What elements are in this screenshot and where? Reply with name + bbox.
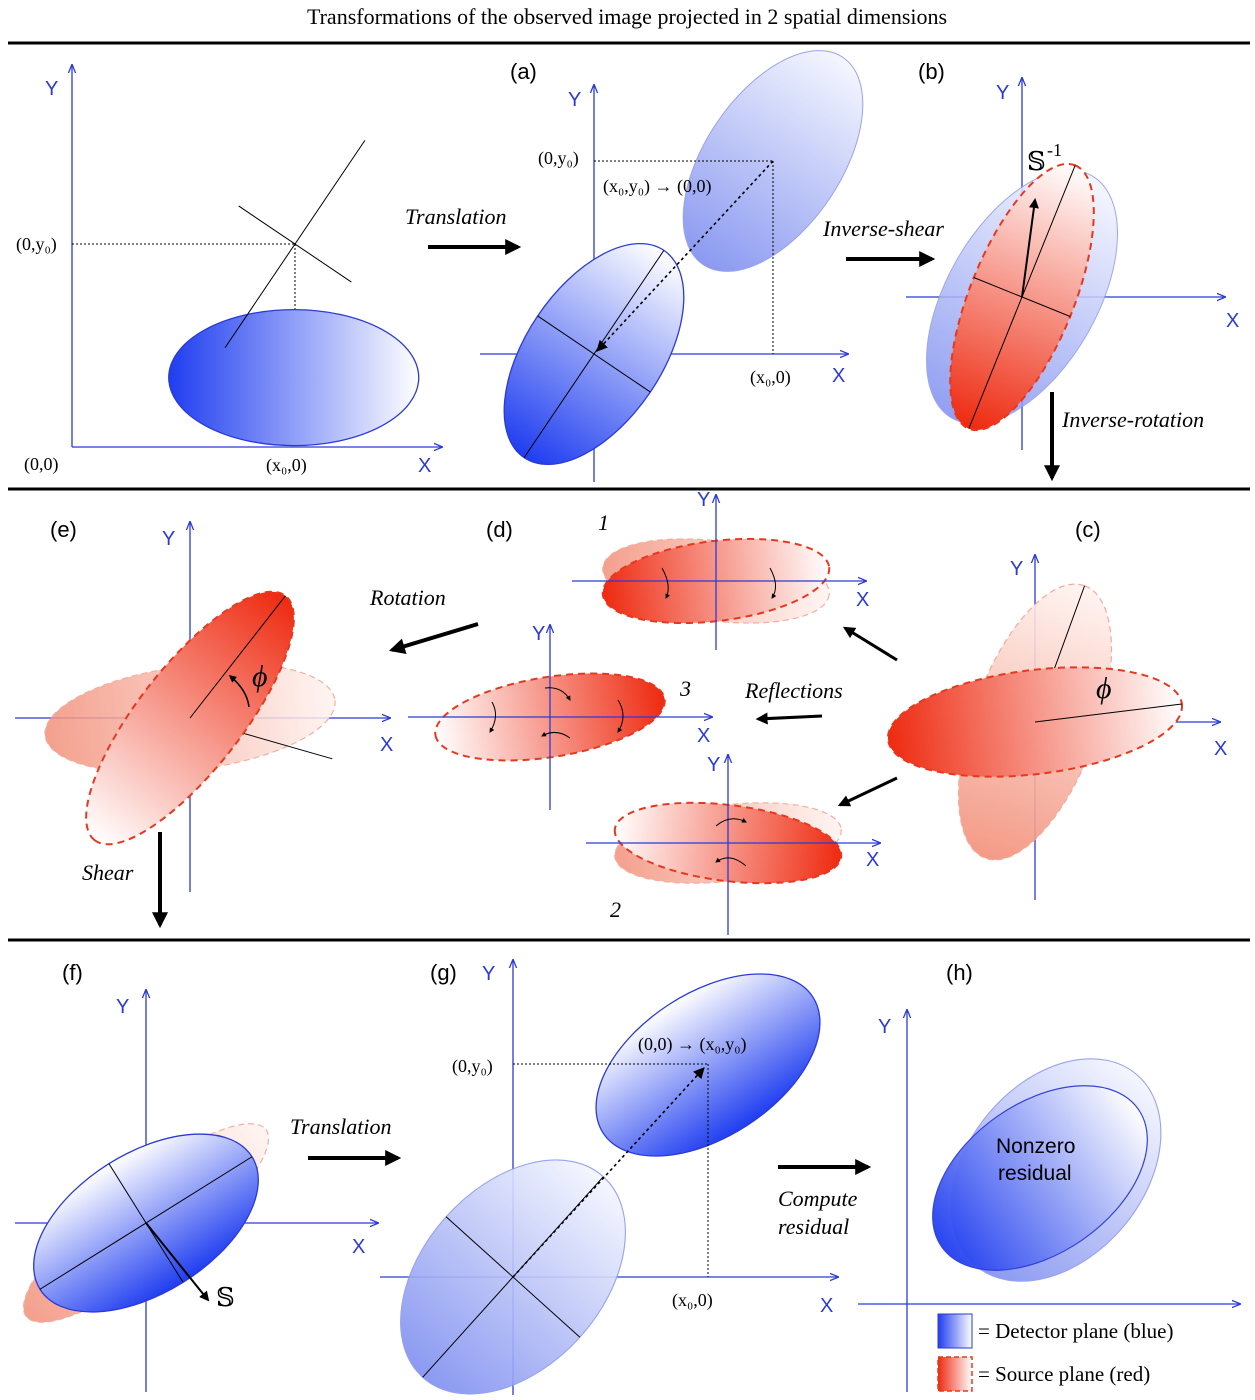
coord-origin: (0,0) <box>24 454 59 475</box>
axis-label-x: X <box>418 455 431 477</box>
arrow-reflection-2 <box>837 776 898 807</box>
panel-b: (b) Y X 𝕊 -1 <box>906 59 1239 450</box>
axis-label-y: Y <box>1010 558 1023 580</box>
legend-source-label: = Source plane (red) <box>978 1362 1150 1386</box>
legend-detector-label: = Detector plane (blue) <box>978 1319 1174 1343</box>
panel-original: Y X (0,0) (x₀,0) (0,y₀) <box>16 65 482 477</box>
detector-ellipse <box>168 308 420 447</box>
axis-label-x: X <box>1214 738 1227 760</box>
panel-f: (f) Y X 𝕊 <box>15 960 378 1392</box>
legend-swatch-source <box>937 1356 973 1392</box>
axis-label-y: Y <box>697 489 710 511</box>
reflection-label-2: 2 <box>610 897 621 922</box>
op-residual: residual <box>778 1214 849 1239</box>
axis-label-y: Y <box>162 528 175 550</box>
axis-label-x: X <box>1226 310 1239 332</box>
coord-mapping: (x₀,y₀) → (0,0) <box>603 176 712 197</box>
reflection-label-3: 3 <box>679 676 691 701</box>
panel-h: (h) Y Nonzero residual <box>858 960 1240 1392</box>
reflection-3: 3 Y X <box>408 623 712 810</box>
residual-label-line2: residual <box>998 1162 1072 1185</box>
residual-label-line1: Nonzero <box>996 1135 1075 1158</box>
axis-label-x: X <box>832 365 845 387</box>
op-inverse-shear: Inverse-shear <box>822 216 944 241</box>
axis-label-y: Y <box>996 82 1009 104</box>
op-reflections: Reflections <box>744 678 843 703</box>
axis-label-y: Y <box>532 623 545 645</box>
panel-label-e: (e) <box>50 517 77 542</box>
axis-label-y: Y <box>482 963 495 985</box>
op-translation: Translation <box>405 204 506 229</box>
shear-vector <box>145 1222 210 1302</box>
axis-label-x: X <box>866 849 879 871</box>
coord-mapping: (0,0) → (x₀,y₀) <box>638 1034 747 1055</box>
axis-label-y: Y <box>707 754 720 776</box>
axis-label-y: Y <box>878 1016 891 1038</box>
axis-label-y: Y <box>45 78 58 100</box>
axis-label-x: X <box>352 1236 365 1258</box>
reflection-2: 2 Y X <box>586 754 880 935</box>
panel-label-f: (f) <box>62 960 83 985</box>
legend-swatch-detector <box>937 1313 973 1349</box>
residual-ellipse-front <box>932 1085 1148 1271</box>
translation-vector <box>596 160 774 352</box>
axis-label-x: X <box>820 1295 833 1317</box>
panel-e: (e) Y X ϕ <box>15 517 393 892</box>
phi-symbol: ϕ <box>1096 672 1112 705</box>
coord-y0: (0,y₀) <box>452 1056 493 1077</box>
arrow-reflection-1 <box>842 626 898 662</box>
panel-c: (c) Y X ϕ <box>886 517 1227 900</box>
reflection-1: 1 Y X <box>572 489 869 650</box>
panel-label-c: (c) <box>1075 517 1101 542</box>
panel-label-a: (a) <box>510 59 537 84</box>
panel-label-d: (d) <box>486 517 513 542</box>
translation-vector-2 <box>512 1067 705 1278</box>
panel-g: (g) Y X (0,y₀) (0,0) → (x₀,y₀) (x₀,0) <box>380 937 852 1395</box>
panel-label-b: (b) <box>918 59 945 84</box>
panel-label-g: (g) <box>430 960 457 985</box>
axis-label-x: X <box>380 734 393 756</box>
inverse-shear-superscript: -1 <box>1047 140 1062 160</box>
arrow-reflection-3 <box>755 712 823 725</box>
arrow-rotation <box>388 622 479 654</box>
reflection-label-1: 1 <box>598 510 609 535</box>
op-compute: Compute <box>778 1186 858 1211</box>
coord-y0: (0,y₀) <box>16 234 57 255</box>
coord-y0: (0,y₀) <box>538 148 579 169</box>
phi-symbol: ϕ <box>252 660 268 693</box>
coord-x0: (x₀,0) <box>672 1290 713 1311</box>
legend: = Detector plane (blue) = Source plane (… <box>937 1313 1174 1392</box>
op-rotation: Rotation <box>369 585 446 610</box>
shear-symbol: 𝕊 <box>216 1283 235 1312</box>
op-shear: Shear <box>82 860 134 885</box>
coord-x0: (x₀,0) <box>750 367 791 388</box>
axis-label-y: Y <box>568 89 581 111</box>
axis-label-x: X <box>697 725 710 747</box>
panel-a: (a) Y X (0,y₀) (x₀,y₀) → (0,0) (x₀,0) <box>480 50 864 482</box>
panel-label-h: (h) <box>946 960 973 985</box>
op-translation-2: Translation <box>290 1114 391 1139</box>
op-inverse-rotation: Inverse-rotation <box>1061 407 1204 432</box>
axis-label-x: X <box>856 589 869 611</box>
inverse-shear-symbol: 𝕊 <box>1027 147 1046 176</box>
inverse-shear-vector <box>1021 198 1039 298</box>
coord-x0: (x₀,0) <box>266 455 307 476</box>
axis-label-y: Y <box>116 996 129 1018</box>
diagram-title: Transformations of the observed image pr… <box>307 4 947 29</box>
